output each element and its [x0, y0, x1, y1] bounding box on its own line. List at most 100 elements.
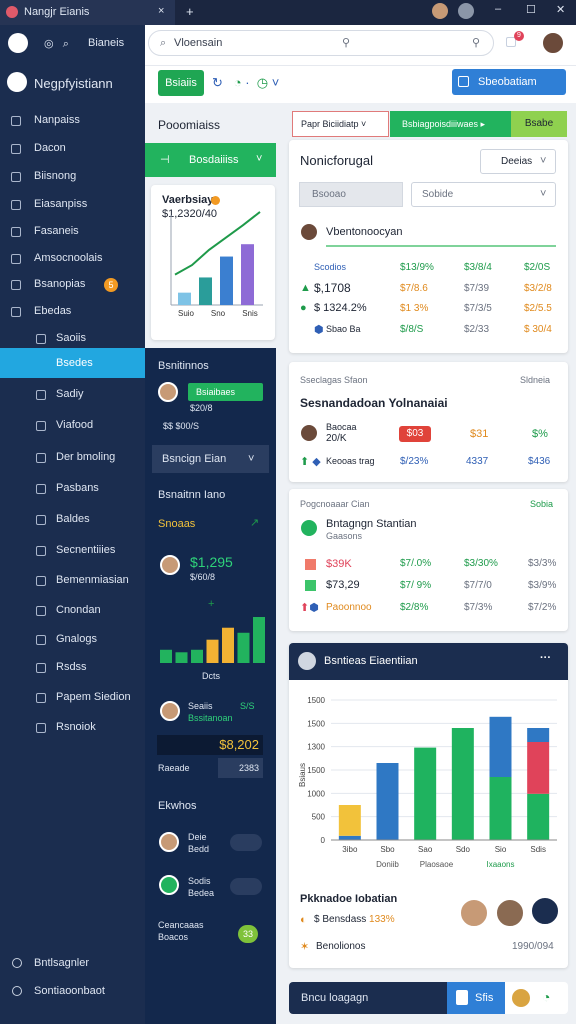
menu-item[interactable]: Amsocnoolais	[34, 252, 103, 264]
profile[interactable]	[432, 3, 448, 19]
x-sublabel: Plaosaoe	[420, 860, 454, 869]
cell: $ 1324.2%	[314, 302, 367, 314]
minimize[interactable]: –	[495, 3, 502, 15]
menu-item[interactable]: Eiasanpiss	[34, 198, 88, 210]
panel-select[interactable]: Bsncign Eian	[152, 445, 269, 473]
bar	[527, 793, 550, 840]
toggle[interactable]	[230, 878, 262, 895]
avatar	[159, 832, 179, 852]
close-tab[interactable]: ×	[158, 5, 165, 17]
avatar	[495, 898, 525, 928]
search-bar[interactable]	[148, 30, 494, 56]
new-tab[interactable]: +	[186, 4, 194, 19]
action-button[interactable]: Sbeobatiam	[452, 69, 566, 95]
profile[interactable]	[458, 3, 474, 19]
close-window[interactable]: ✕	[556, 4, 566, 16]
menu-icon	[36, 635, 46, 645]
amount: 20/K	[326, 433, 347, 444]
menu-button[interactable]: ···	[540, 652, 551, 664]
card	[289, 489, 568, 631]
bell[interactable]	[506, 37, 516, 47]
dropdown[interactable]: Bosdaiiiss	[145, 143, 276, 177]
footer-item[interactable]: Bntlsagnler	[34, 957, 90, 969]
icon	[299, 518, 319, 538]
bar	[338, 805, 361, 836]
menu-item[interactable]: Papem Siedion	[56, 691, 131, 703]
menu-icon	[36, 390, 46, 400]
toggle[interactable]	[230, 834, 262, 851]
maximize[interactable]: ☐	[526, 4, 536, 16]
menu-item[interactable]: Nanpaiss	[34, 114, 80, 126]
input[interactable]: Bsooao	[299, 182, 403, 207]
menu-icon	[36, 453, 46, 463]
panel-text: S/S	[240, 701, 255, 711]
chart-label: Dcts	[202, 671, 220, 681]
cell: $/8/S	[400, 324, 424, 335]
panel-text: 2383	[218, 758, 263, 778]
x-label: Sdo	[456, 845, 471, 854]
x-label: Suio	[178, 309, 195, 318]
icon[interactable]	[512, 989, 530, 1007]
bar	[451, 728, 474, 840]
footer-pct: 133%	[369, 914, 395, 925]
user-avatar[interactable]	[541, 31, 565, 55]
list-text: Ceancaaas	[158, 920, 204, 930]
y-label: 1000	[307, 789, 325, 798]
avatar	[459, 898, 489, 928]
card	[289, 362, 568, 482]
panel-text: Seaiis	[188, 701, 213, 711]
tab[interactable]: Bsbiagpoisdiiiwaes ▸	[390, 111, 511, 137]
cell: $3/9%	[528, 580, 557, 591]
card-title: Vaerbsiay	[162, 194, 214, 206]
x-label: Snis	[242, 309, 258, 318]
menu-item[interactable]: Baldes	[56, 513, 90, 525]
menu-icon	[36, 693, 46, 703]
menu-icon	[11, 144, 21, 154]
tab[interactable]	[0, 0, 175, 25]
select[interactable]: Deeias	[480, 149, 556, 174]
tab[interactable]: Bsabe	[511, 111, 567, 137]
menu-item[interactable]: Fasaneis	[34, 225, 79, 237]
menu-item[interactable]: Rsnoiok	[56, 721, 96, 733]
menu-item[interactable]: Rsdss	[56, 661, 87, 673]
small-chart: Suio Sno Snis	[170, 211, 263, 318]
caption: Sldneia	[520, 375, 551, 385]
bar	[160, 649, 172, 663]
list-text: Boacos	[158, 932, 189, 942]
menu-item[interactable]: Gnalogs	[56, 633, 97, 645]
cell: $7/3%	[464, 602, 493, 613]
menu-item[interactable]: Viafood	[56, 419, 94, 431]
footer-item[interactable]: Sontiaoonbaot	[34, 985, 105, 997]
avatar	[158, 382, 178, 402]
menu-item[interactable]: Dacon	[34, 142, 66, 154]
menu-item[interactable]: Sadiy	[56, 388, 84, 400]
panel-value: $1,295	[190, 554, 233, 570]
panel-button[interactable]: Bsiaibaes	[188, 383, 263, 401]
tab[interactable]: Papr Biciidiatp ˅	[292, 111, 389, 137]
select[interactable]: Sobide	[411, 182, 556, 207]
menu-item[interactable]: Pasbans	[56, 482, 99, 494]
name: Baocaa	[326, 422, 357, 432]
panel-text: $$ $00/S	[163, 421, 200, 431]
bar	[489, 716, 512, 777]
panel-section: Bsnaitnn Iano	[158, 489, 226, 501]
bar	[489, 777, 512, 840]
toolbar-button[interactable]: Bsiaiis	[158, 70, 204, 96]
icon	[12, 958, 22, 968]
menu-item[interactable]: Der bmoling	[56, 451, 116, 463]
menu-item[interactable]: Cnondan	[56, 604, 101, 616]
menu-item[interactable]: Bemenmiasian	[56, 574, 129, 586]
cell: $2/5.5	[524, 303, 552, 314]
menu-icon	[36, 723, 46, 733]
menu-item[interactable]: Secnentiiies	[56, 544, 116, 556]
footer-text: $ Bensdass	[314, 914, 367, 925]
menu-item[interactable]: Ebedas	[34, 305, 72, 317]
menu-item[interactable]: Bsedes	[56, 357, 93, 369]
menu-item[interactable]: Bsanopias	[34, 278, 86, 290]
menu-item[interactable]: Saoiis	[56, 332, 86, 344]
card-title: Bntagngn Stantian	[326, 518, 417, 530]
icon[interactable]: ◔	[542, 989, 551, 1005]
tab-label: Papr Biciidiatp	[301, 119, 359, 129]
menu-item[interactable]: Biisnong	[34, 170, 77, 182]
